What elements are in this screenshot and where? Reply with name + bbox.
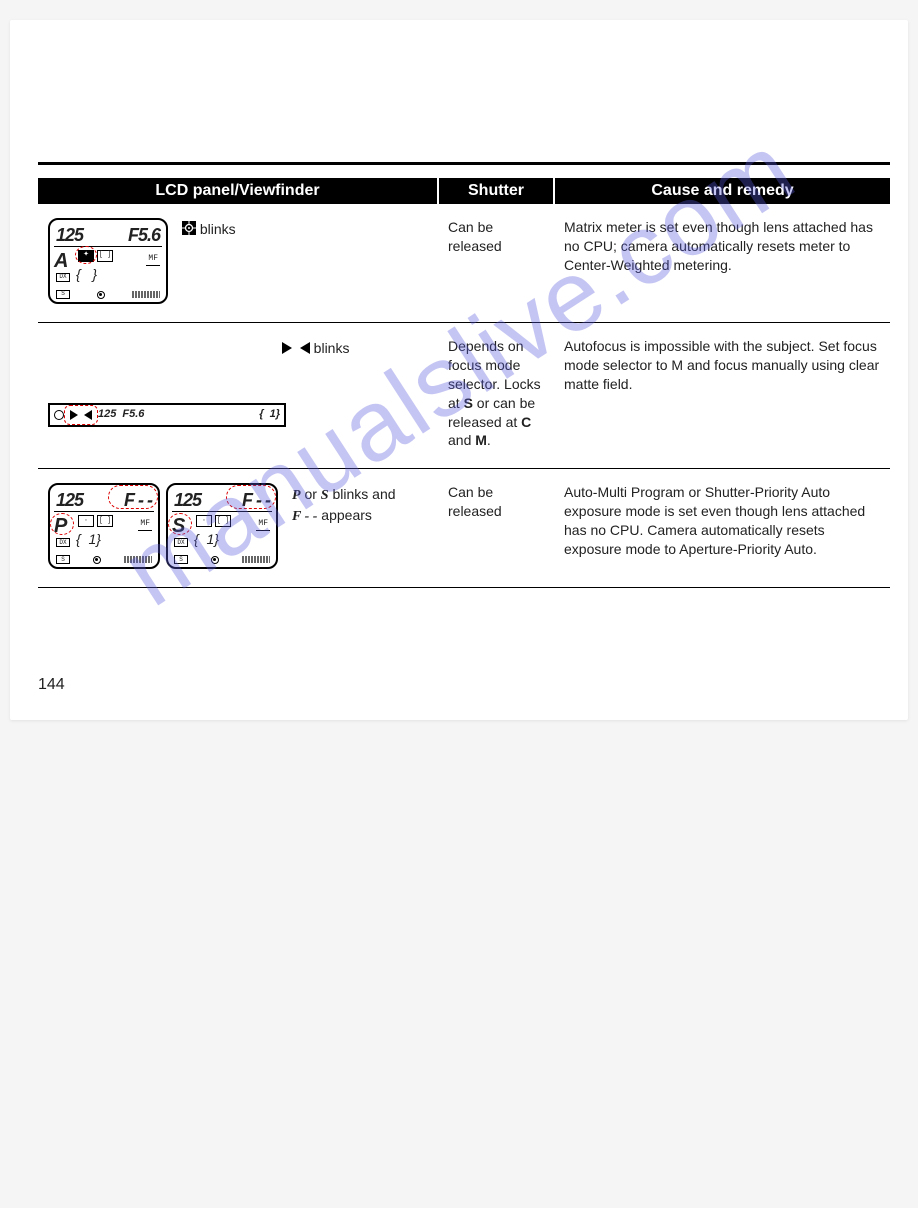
header-lcd: LCD panel/Viewfinder <box>38 178 438 204</box>
page-number: 144 <box>38 676 65 694</box>
indicator-text-3: P or S blinks andF - - appears <box>292 483 396 527</box>
blink-highlight <box>50 513 74 535</box>
blink-highlight <box>108 485 158 509</box>
indicator-text-1: blinks <box>182 218 236 240</box>
table-row: blinks 125 F5.6 { 1} <box>38 323 890 469</box>
viewfinder-bar-diagram: 125 F5.6 { 1} <box>48 403 286 427</box>
lcd-panel-diagram-3b: 125F - - S · [ ] MF DX { 1} <box>166 483 278 569</box>
remedy-3: Auto-Multi Program or Shutter-Priority A… <box>554 469 890 588</box>
remedy-2: Autofocus is impossible with the subject… <box>554 323 890 469</box>
header-shutter: Shutter <box>438 178 554 204</box>
blink-highlight <box>226 485 276 509</box>
content-area: LCD panel/Viewfinder Shutter Cause and r… <box>38 178 890 588</box>
header-remedy: Cause and remedy <box>554 178 890 204</box>
indicator-text-2: blinks <box>182 337 349 359</box>
top-divider <box>38 162 890 165</box>
table-row: 125F - - P · [ ] MF DX { 1} <box>38 469 890 588</box>
blink-highlight <box>64 405 98 425</box>
remedy-1: Matrix meter is set even though lens att… <box>554 204 890 322</box>
blink-highlight <box>168 513 192 535</box>
lcd-panel-diagram-3a: 125F - - P · [ ] MF DX { 1} <box>48 483 160 569</box>
shutter-2: Depends on focus mode selector. Locks at… <box>438 323 554 469</box>
troubleshooting-table: LCD panel/Viewfinder Shutter Cause and r… <box>38 178 890 588</box>
lcd-panel-diagram-1: 125F5.6 A ✦ [ ] MF DX { } <box>48 218 168 304</box>
manual-page: LCD panel/Viewfinder Shutter Cause and r… <box>10 20 908 720</box>
shutter-3: Can be released <box>438 469 554 588</box>
blink-highlight <box>75 246 97 264</box>
shutter-1: Can be released <box>438 204 554 322</box>
table-row: 125F5.6 A ✦ [ ] MF DX { } <box>38 204 890 322</box>
